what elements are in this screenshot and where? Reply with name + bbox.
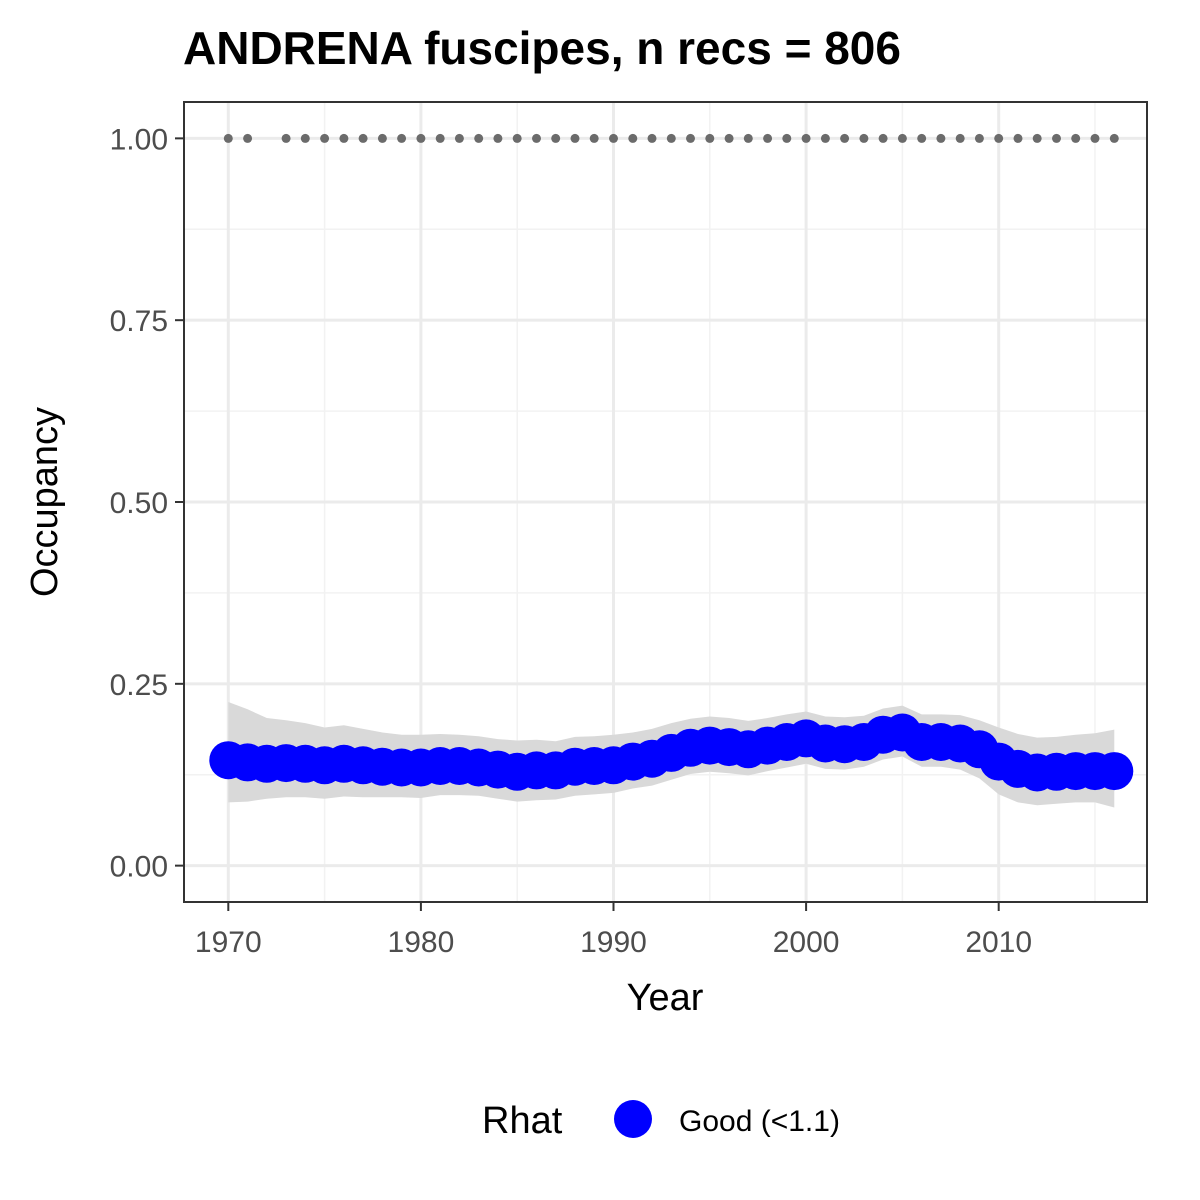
y-tick-label: 0.75 <box>110 305 168 338</box>
y-axis: 0.00 0.25 0.50 0.75 1.00 <box>110 123 184 884</box>
record-marker <box>474 133 484 143</box>
record-marker <box>801 133 811 143</box>
record-marker <box>320 133 330 143</box>
legend-label-good: Good (<1.1) <box>679 1105 840 1138</box>
x-tick-label: 1990 <box>580 926 647 959</box>
x-axis-title: Year <box>627 977 704 1019</box>
record-marker <box>416 133 426 143</box>
record-marker <box>840 133 850 143</box>
record-markers <box>223 133 1119 143</box>
data-point <box>1095 752 1134 791</box>
record-marker <box>686 133 695 143</box>
legend-key-good <box>614 1100 652 1138</box>
chart-title: ANDRENA fuscipes, n recs = 806 <box>183 22 901 74</box>
record-marker <box>878 133 888 143</box>
record-marker <box>339 133 349 143</box>
y-axis-title: Occupancy <box>24 407 66 597</box>
record-marker <box>1032 133 1042 143</box>
x-tick-label: 2010 <box>965 926 1032 959</box>
record-marker <box>397 133 407 143</box>
y-tick-label: 0.25 <box>110 669 168 702</box>
record-marker <box>955 133 965 143</box>
record-marker <box>243 133 253 143</box>
x-tick-label: 1970 <box>195 926 262 959</box>
y-tick-label: 0.00 <box>110 851 168 884</box>
record-marker <box>512 133 522 143</box>
legend: Rhat Good (<1.1) <box>482 1100 840 1142</box>
x-axis: 1970 1980 1990 2000 2010 <box>195 902 1032 959</box>
record-marker <box>1090 133 1100 143</box>
y-tick-label: 0.50 <box>110 487 168 520</box>
record-marker <box>763 133 773 143</box>
record-marker <box>281 133 291 143</box>
y-tick-label: 1.00 <box>110 123 168 156</box>
record-marker <box>377 133 387 143</box>
record-marker <box>1071 133 1081 143</box>
record-marker <box>223 133 233 143</box>
record-marker <box>532 133 541 143</box>
record-marker <box>1013 133 1023 143</box>
record-marker <box>609 133 618 143</box>
x-tick-label: 2000 <box>773 926 840 959</box>
record-marker <box>859 133 869 143</box>
record-marker <box>493 133 503 143</box>
legend-title: Rhat <box>482 1100 563 1142</box>
x-tick-label: 1980 <box>388 926 455 959</box>
record-marker <box>1052 133 1061 143</box>
occupancy-points <box>209 713 1134 792</box>
record-marker <box>454 133 464 143</box>
record-marker <box>936 133 946 143</box>
record-marker <box>743 133 753 143</box>
record-marker <box>570 133 580 143</box>
record-marker <box>705 133 715 143</box>
record-marker <box>724 133 734 143</box>
record-marker <box>589 133 599 143</box>
record-marker <box>666 133 676 143</box>
record-marker <box>974 133 984 143</box>
record-marker <box>647 133 657 143</box>
record-marker <box>435 133 445 143</box>
record-marker <box>782 133 792 143</box>
record-marker <box>897 133 907 143</box>
record-marker <box>917 133 927 143</box>
record-marker <box>1109 133 1119 143</box>
record-marker <box>300 133 310 143</box>
record-marker <box>820 133 830 143</box>
record-marker <box>628 133 638 143</box>
record-marker <box>358 133 368 143</box>
record-marker <box>551 133 561 143</box>
record-marker <box>994 133 1004 143</box>
